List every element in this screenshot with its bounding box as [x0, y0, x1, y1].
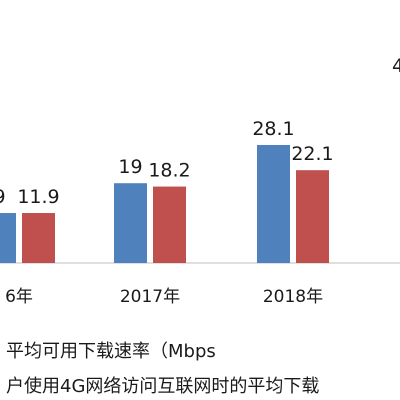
bar-1-series-2 — [22, 213, 55, 263]
x-tick-label-2: 2017年 — [120, 287, 180, 307]
bar-2-series-2 — [153, 186, 186, 263]
value-label-3-series-2: 22.1 — [291, 143, 333, 165]
value-label-1-series-1: 9 — [0, 186, 6, 208]
value-label-3-series-1: 28.1 — [252, 118, 294, 140]
legend-item-series-1: 平均可用下载速率（Mbps — [0, 337, 216, 363]
value-label-2-series-1: 19 — [118, 156, 142, 178]
value-label-1-series-2: 11.9 — [17, 186, 59, 208]
legend-label-series-1: 平均可用下载速率（Mbps — [6, 341, 216, 362]
bar-3-series-1 — [257, 144, 290, 263]
legend-label-series-2: 户使用4G网络访问互联网时的平均下载 — [6, 376, 320, 397]
legend-item-series-2: 户使用4G网络访问互联网时的平均下载 — [0, 372, 319, 398]
bar-2-series-1 — [114, 183, 147, 263]
x-tick-label-3: 2018年 — [263, 287, 323, 307]
bar-3-series-2 — [296, 170, 329, 263]
cut-off-label: 4 — [392, 55, 400, 77]
bar-1-series-1 — [0, 213, 16, 263]
x-tick-label-1: 6年 — [5, 287, 33, 307]
value-label-2-series-2: 18.2 — [148, 160, 190, 182]
